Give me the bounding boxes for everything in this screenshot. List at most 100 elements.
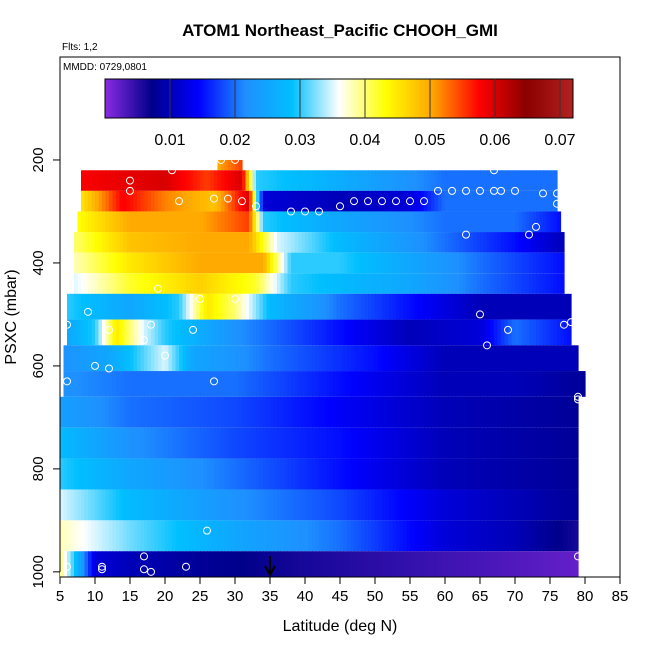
sample-point xyxy=(210,194,218,203)
heatmap-cell xyxy=(336,520,341,552)
heatmap-cell xyxy=(420,551,425,577)
heatmap-cell xyxy=(336,371,341,397)
heatmap-cell xyxy=(399,170,404,191)
heatmap-cell xyxy=(133,396,138,428)
heatmap-cell xyxy=(441,252,446,274)
heatmap-cell xyxy=(322,273,327,294)
heatmap-cell xyxy=(368,170,373,191)
heatmap-cell xyxy=(203,520,208,552)
heatmap-cell xyxy=(473,551,478,577)
heatmap-cell xyxy=(242,371,247,397)
heatmap-cell xyxy=(256,427,261,459)
heatmap-cell xyxy=(168,293,173,320)
heatmap-cell xyxy=(518,520,523,552)
heatmap-cell xyxy=(557,520,562,552)
heatmap-cell xyxy=(263,211,268,233)
heatmap-cell xyxy=(165,458,170,490)
heatmap-cell xyxy=(522,293,527,320)
heatmap-cell xyxy=(312,371,317,397)
heatmap-cell xyxy=(214,273,219,294)
heatmap-cell xyxy=(434,427,439,459)
y-tick-label: 200 xyxy=(30,147,47,172)
heatmap-cell xyxy=(147,489,152,521)
heatmap-cell xyxy=(182,319,187,346)
chart-title: ATOM1 Northeast_Pacific CHOOH_GMI xyxy=(182,21,498,40)
heatmap-cell xyxy=(242,232,247,253)
heatmap-cell xyxy=(266,273,271,294)
heatmap-cell xyxy=(487,489,492,521)
heatmap-cell xyxy=(102,427,107,459)
heatmap-cell xyxy=(483,345,488,372)
heatmap-cell xyxy=(375,232,380,253)
heatmap-cell xyxy=(301,232,306,253)
heatmap-cell xyxy=(322,345,327,372)
heatmap-cell xyxy=(214,427,219,459)
heatmap-cell xyxy=(88,371,93,397)
heatmap-cell xyxy=(333,489,338,521)
heatmap-cell xyxy=(497,458,502,490)
sample-point xyxy=(553,199,561,208)
heatmap-cell xyxy=(427,273,432,294)
heatmap-cell xyxy=(112,170,117,191)
heatmap-cell xyxy=(333,458,338,490)
heatmap-cell xyxy=(389,520,394,552)
heatmap-cell xyxy=(389,252,394,274)
heatmap-cell xyxy=(116,458,121,490)
sample-point xyxy=(420,197,428,206)
sample-point xyxy=(217,155,225,164)
heatmap-cell xyxy=(459,319,464,346)
heatmap-cell xyxy=(252,371,257,397)
heatmap-cell xyxy=(403,371,408,397)
heatmap-cell xyxy=(319,232,324,253)
heatmap-cell xyxy=(476,190,481,212)
heatmap-cell xyxy=(466,211,471,233)
heatmap-cell xyxy=(504,190,509,212)
heatmap-cell xyxy=(361,371,366,397)
heatmap-cell xyxy=(546,319,551,346)
heatmap-cell xyxy=(249,489,254,521)
heatmap-cell xyxy=(77,396,82,428)
heatmap-cell xyxy=(287,427,292,459)
heatmap-cell xyxy=(270,345,275,372)
heatmap-cell xyxy=(175,252,180,274)
heatmap-cell xyxy=(74,427,79,459)
heatmap-cell xyxy=(95,345,100,372)
heatmap-cell xyxy=(95,319,100,346)
heatmap-cell xyxy=(550,427,555,459)
heatmap-cell xyxy=(312,273,317,294)
heatmap-cell xyxy=(144,252,149,274)
heatmap-cell xyxy=(357,427,362,459)
heatmap-cell xyxy=(354,371,359,397)
heatmap-cell xyxy=(403,252,408,274)
heatmap-cell xyxy=(385,551,390,577)
heatmap-cell xyxy=(539,319,544,346)
heatmap-cell xyxy=(417,170,422,191)
heatmap-cell xyxy=(361,170,366,191)
heatmap-cell xyxy=(287,345,292,372)
heatmap-cell xyxy=(546,232,551,253)
heatmap-cell xyxy=(571,396,576,428)
heatmap-cell xyxy=(238,252,243,274)
heatmap-cell xyxy=(431,396,436,428)
heatmap-cell xyxy=(364,396,369,428)
heatmap-cell xyxy=(497,211,502,233)
heatmap-cell xyxy=(179,345,184,372)
heatmap-cell xyxy=(539,371,544,397)
heatmap-cell xyxy=(256,371,261,397)
heatmap-cell xyxy=(196,211,201,233)
arrow-head xyxy=(264,565,276,578)
heatmap-cell xyxy=(532,252,537,274)
heatmap-cell xyxy=(413,190,418,212)
heatmap-cell xyxy=(466,551,471,577)
heatmap-cell xyxy=(410,232,415,253)
heatmap-cell xyxy=(347,489,352,521)
heatmap-cell xyxy=(88,170,93,191)
heatmap-cell xyxy=(175,211,180,233)
heatmap-cell xyxy=(133,319,138,346)
heatmap-cell xyxy=(378,190,383,212)
heatmap-cell xyxy=(70,427,75,459)
heatmap-cell xyxy=(490,489,495,521)
heatmap-cell xyxy=(81,489,86,521)
heatmap-cell xyxy=(340,293,345,320)
heatmap-cell xyxy=(343,190,348,212)
